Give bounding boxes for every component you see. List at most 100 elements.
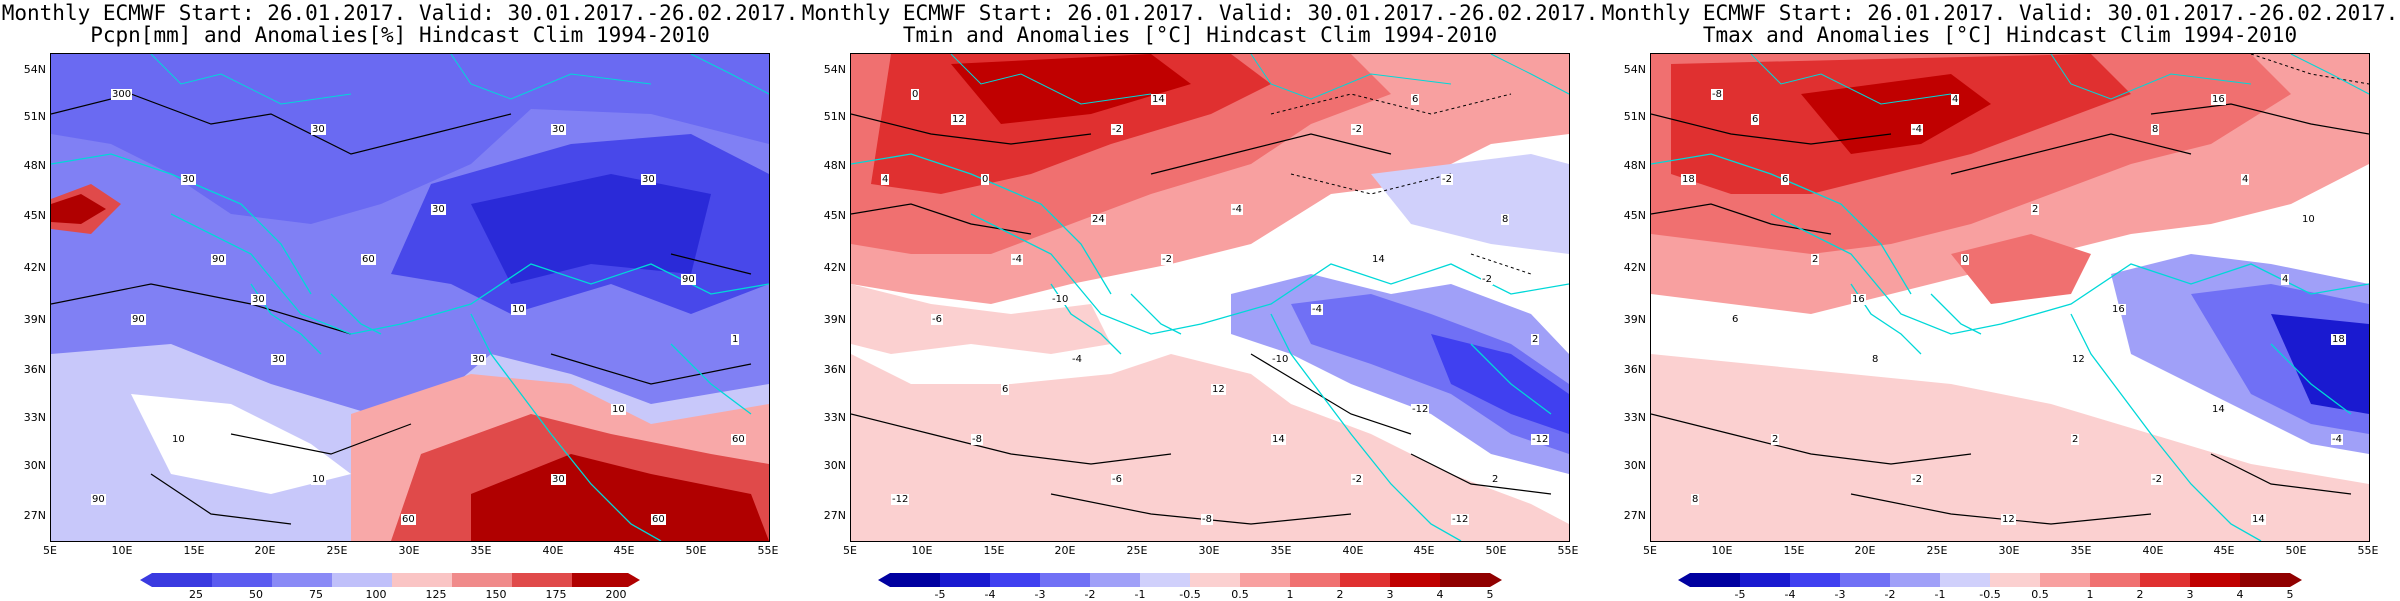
latitude-tick-label: 45N [823, 209, 846, 222]
longitude-tick-label: 10E [1711, 544, 1733, 557]
contour-value-label: -4 [2331, 434, 2343, 445]
colorbar-label: -4 [1784, 588, 1796, 601]
latitude-tick-label: 27N [23, 509, 46, 522]
latitude-tick-label: 39N [1623, 313, 1646, 326]
contour-value-label: -2 [1161, 254, 1173, 265]
colorbar-label: -4 [984, 588, 996, 601]
longitude-tick-label: 15E [1783, 544, 1805, 557]
latitude-tick-label: 36N [23, 363, 46, 376]
contour-value-label: 2 [1491, 474, 1500, 485]
contour-value-label: 4 [2241, 174, 2250, 185]
longitude-tick-label: 50E [1485, 544, 1507, 557]
contour-value-label: 12 [1211, 384, 1226, 395]
contour-value-label: 30 [551, 474, 566, 485]
contour-value-label: 30 [471, 354, 486, 365]
contour-value-label: 2 [1771, 434, 1780, 445]
contour-value-label: 90 [681, 274, 696, 285]
longitude-tick-label: 15E [183, 544, 205, 557]
contour-value-label: 60 [361, 254, 376, 265]
contour-value-label: 2 [2071, 434, 2080, 445]
colorbar-label: 3 [2186, 588, 2194, 601]
longitude-tick-label: 35E [1270, 544, 1292, 557]
colorbar-label: -3 [1834, 588, 1846, 601]
colorbar-label: 50 [249, 588, 263, 601]
contour-value-label: -2 [2151, 474, 2163, 485]
contour-value-label: 0 [1961, 254, 1970, 265]
colorbar-svg [878, 573, 1502, 587]
contour-value-label: 10 [311, 474, 326, 485]
latitude-tick-label: 51N [1623, 110, 1646, 123]
contour-value-label: 14 [1271, 434, 1286, 445]
contour-value-label: -4 [1071, 354, 1083, 365]
contour-value-label: 18 [2331, 334, 2346, 345]
contour-value-label: 14 [1151, 94, 1166, 105]
contour-value-label: 0 [981, 174, 990, 185]
contour-value-label: 12 [2071, 354, 2086, 365]
map-tmax: -8 -4 8 6 4 2 0 2 4 6 8 12 14 2 -2 -2 -4 8 12 14 16 16 18 18 16 1… [1650, 53, 2370, 542]
colorbar-tmin [878, 572, 1502, 587]
latitude-tick-label: 51N [823, 110, 846, 123]
latitude-tick-label: 42N [23, 261, 46, 274]
latitude-tick-label: 36N [823, 363, 846, 376]
colorbar-label: -5 [1734, 588, 1746, 601]
latitude-tick-label: 30N [1623, 459, 1646, 472]
latitude-tick-label: 30N [23, 459, 46, 472]
contour-value-label: 24 [1091, 214, 1106, 225]
longitude-tick-label: 10E [911, 544, 933, 557]
contour-value-label: 30 [251, 294, 266, 305]
contour-value-label: 16 [2211, 94, 2226, 105]
latitude-tick-label: 54N [823, 63, 846, 76]
contour-value-label: 6 [1751, 114, 1760, 125]
contour-value-label: 30 [431, 204, 446, 215]
contour-value-label: -12 [891, 494, 910, 505]
contour-value-label: 14 [2251, 514, 2266, 525]
contour-value-label: -2 [1351, 474, 1363, 485]
contour-value-label: 60 [401, 514, 416, 525]
contour-value-label: 8 [2151, 124, 2160, 135]
latitude-tick-label: 45N [23, 209, 46, 222]
map-tmin: 0 -2 -2 0 -2 -4 -2 -4 -2 -6 -4 -10 -12 -8 -6 -2 -12 -12 -8… [850, 53, 1570, 542]
map-svg [1651, 54, 2369, 541]
contour-value-label: -2 [1351, 124, 1363, 135]
contour-value-label: 30 [311, 124, 326, 135]
colorbar-label: 175 [545, 588, 567, 601]
contour-value-label: 90 [131, 314, 146, 325]
latitude-tick-label: 36N [1623, 363, 1646, 376]
contour-value-label: 30 [181, 174, 196, 185]
panel-title-line2: Pcpn[mm] and Anomalies[%] Hindcast Clim … [90, 23, 710, 47]
contour-value-label: -2 [1911, 474, 1923, 485]
latitude-tick-label: 54N [1623, 63, 1646, 76]
contour-value-label: 12 [951, 114, 966, 125]
panel-title-line1: Monthly ECMWF Start: 26.01.2017. Valid: … [1, 1, 799, 25]
contour-value-label: 2 [2031, 204, 2040, 215]
map-svg [51, 54, 769, 541]
colorbar-label: 4 [1436, 588, 1444, 601]
colorbar-tmax [1678, 572, 2302, 587]
contour-value-label: -8 [1201, 514, 1213, 525]
longitude-tick-label: 30E [1198, 544, 1220, 557]
latitude-tick-label: 39N [23, 313, 46, 326]
colorbar-svg [140, 573, 640, 587]
longitude-tick-label: 45E [1413, 544, 1435, 557]
contour-value-label: -12 [1531, 434, 1550, 445]
colorbar-label: 1 [1286, 588, 1294, 601]
colorbar-label: 75 [309, 588, 323, 601]
latitude-tick-label: 33N [1623, 411, 1646, 424]
latitude-tick-label: 27N [823, 509, 846, 522]
contour-value-label: 14 [2211, 404, 2226, 415]
contour-value-label: -2 [1481, 274, 1493, 285]
latitude-tick-label: 54N [23, 63, 46, 76]
contour-value-label: 90 [211, 254, 226, 265]
longitude-tick-label: 5E [843, 544, 857, 557]
map-svg [851, 54, 1569, 541]
longitude-tick-label: 50E [2285, 544, 2307, 557]
longitude-tick-label: 25E [1126, 544, 1148, 557]
contour-value-label: -4 [1311, 304, 1323, 315]
contour-value-label: 300 [111, 89, 133, 100]
contour-value-label: 12 [2001, 514, 2016, 525]
contour-value-label: 4 [881, 174, 890, 185]
longitude-tick-label: 25E [326, 544, 348, 557]
contour-value-label: -2 [1111, 124, 1123, 135]
colorbar-label: 1 [2086, 588, 2094, 601]
latitude-tick-label: 48N [823, 159, 846, 172]
